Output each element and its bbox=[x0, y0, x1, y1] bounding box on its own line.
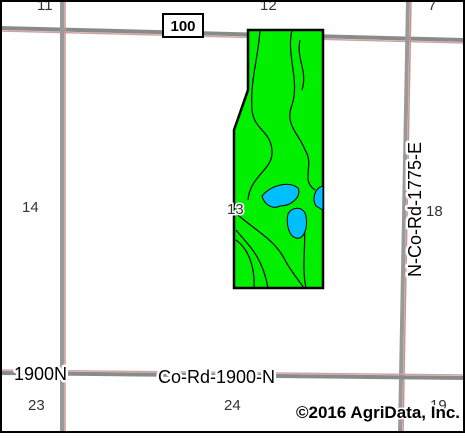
water-body bbox=[313, 185, 324, 211]
field-boundary[interactable] bbox=[232, 28, 325, 290]
water-body bbox=[261, 183, 300, 208]
section-number-23: 23 bbox=[28, 397, 45, 414]
soil-boundary-line bbox=[298, 39, 305, 91]
soil-boundary-line bbox=[247, 29, 273, 201]
road-label-1900n: 1900N bbox=[14, 364, 67, 384]
copyright-label: ©2016 AgriData, Inc. bbox=[296, 403, 460, 422]
section-number-24: 24 bbox=[224, 397, 241, 414]
road-label-n-co-rd-1775-e: N-Co-Rd-1775-E bbox=[405, 142, 425, 277]
section-number-13: 13 bbox=[227, 201, 244, 218]
soil-boundary-line bbox=[235, 239, 255, 289]
section-number-14: 14 bbox=[22, 199, 39, 216]
county-road-1900-line bbox=[0, 371, 465, 380]
highway-shield-label: 100 bbox=[170, 18, 195, 35]
east-section-road-edge bbox=[402, 0, 412, 434]
water-body bbox=[286, 207, 307, 239]
section-number-19: 19 bbox=[430, 397, 447, 414]
soil-boundary-line bbox=[289, 29, 306, 151]
county-road-1900-line-edge bbox=[0, 369, 465, 376]
section-number-18: 18 bbox=[426, 203, 443, 220]
highway-100-line-edge bbox=[0, 30, 465, 44]
section-number-11: 11 bbox=[37, 0, 53, 14]
section-number-7: 7 bbox=[428, 0, 436, 14]
highway-shield-box bbox=[162, 13, 204, 38]
east-section-road bbox=[398, 0, 410, 434]
soil-boundary-line bbox=[235, 229, 269, 289]
section-number-12: 12 bbox=[260, 0, 277, 14]
soil-boundary-line bbox=[237, 214, 305, 289]
highway-100-line bbox=[0, 26, 465, 42]
road-label-co-rd-1900-n: Co-Rd-1900-N bbox=[158, 367, 275, 387]
highway-shield: 100 bbox=[162, 13, 204, 38]
soil-boundary-line bbox=[304, 149, 316, 191]
